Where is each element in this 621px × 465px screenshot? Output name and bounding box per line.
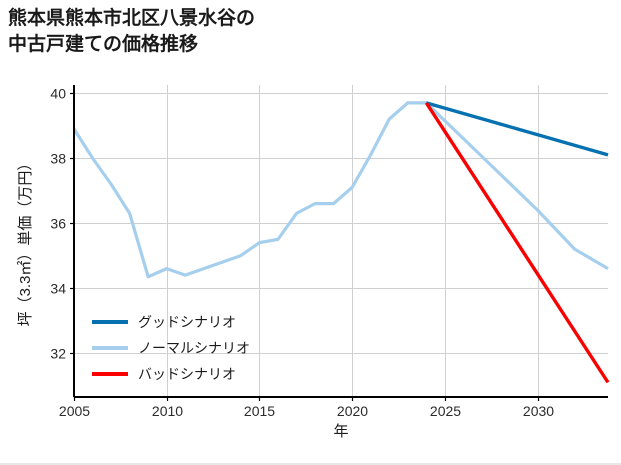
footer-divider [0, 463, 621, 465]
x-tickmarks-group [73, 397, 540, 401]
x-tick-label: 2010 [152, 403, 183, 419]
chart-title: 熊本県熊本市北区八景水谷の 中古戸建ての価格推移 [8, 8, 256, 55]
legend-label-1: ノーマルシナリオ [138, 340, 250, 356]
y-tick-label: 32 [50, 346, 66, 362]
y-tick-label: 38 [50, 151, 66, 167]
data-series-group [72, 101, 610, 384]
x-tick-label: 2020 [337, 403, 368, 419]
x-tick-label: 2015 [244, 403, 275, 419]
y-tick-label: 34 [50, 281, 66, 297]
axis-spines-group [72, 85, 608, 399]
series-line-bad [424, 101, 610, 384]
x-tick-label: 2030 [523, 403, 554, 419]
x-tick-label: 2005 [59, 403, 90, 419]
y-tick-labels-group: 32 34 36 38 40 [50, 86, 74, 362]
series-line-normal [72, 101, 609, 279]
x-tick-label: 2025 [430, 403, 461, 419]
gridlines-group [74, 85, 608, 397]
x-tick-labels-group: 2005 2010 2015 2020 2025 2030 [59, 403, 554, 419]
series-line-good [425, 101, 609, 157]
y-tick-label: 40 [50, 86, 66, 102]
y-axis-title: 坪（3.3㎡）単価（万円） [17, 156, 34, 327]
x-axis-title: 年 [333, 423, 348, 440]
legend-label-0: グッドシナリオ [138, 314, 236, 330]
y-tick-label: 36 [50, 216, 66, 232]
legend-label-2: バッドシナリオ [138, 366, 236, 382]
